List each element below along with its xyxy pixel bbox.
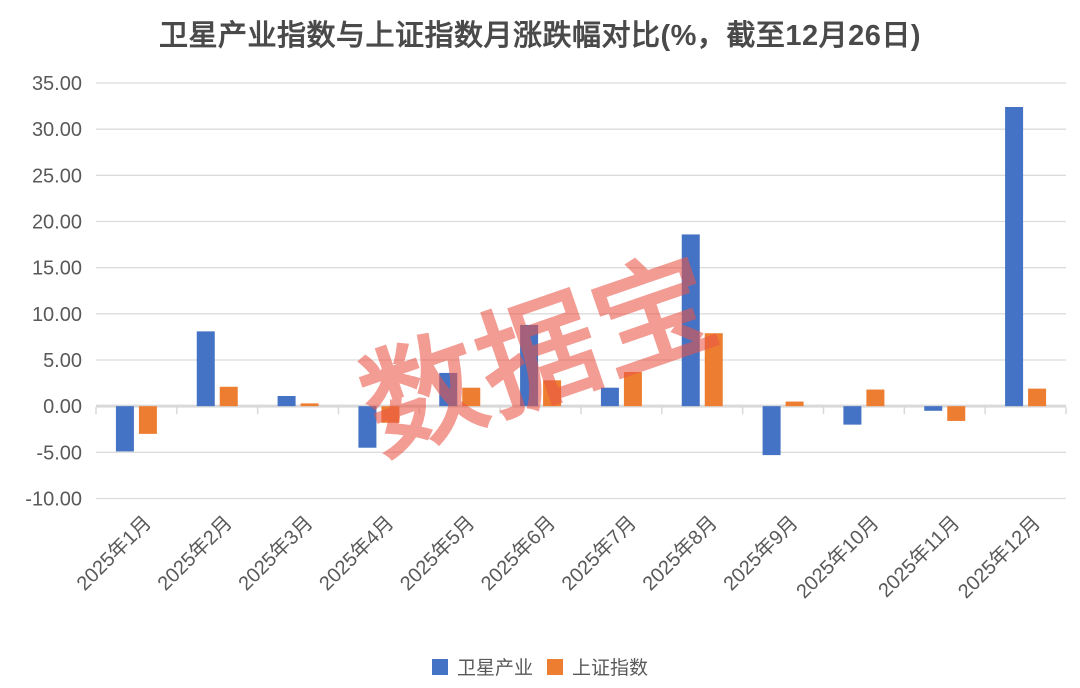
bar-卫星产业-2025年9月 (762, 406, 781, 456)
x-axis-label: 2025年4月 (315, 511, 399, 595)
bar-卫星产业-2025年11月 (924, 406, 943, 411)
y-axis-label: 15.00 (32, 258, 82, 280)
x-axis-label: 2025年6月 (476, 511, 560, 595)
bar-上证指数-2025年12月 (1028, 388, 1047, 407)
bar-上证指数-2025年4月 (381, 406, 400, 423)
bar-上证指数-2025年8月 (704, 333, 723, 407)
legend-item-shanghai-composite: 上证指数 (547, 653, 648, 680)
x-axis-label: 2025年12月 (953, 511, 1045, 603)
bar-卫星产业-2025年12月 (1005, 107, 1024, 407)
bar-上证指数-2025年5月 (462, 387, 481, 407)
y-axis-label: -10.00 (25, 489, 82, 511)
legend-swatch-shanghai-composite (547, 658, 563, 675)
bar-上证指数-2025年2月 (219, 386, 238, 407)
x-axis-label: 2025年9月 (719, 511, 803, 595)
bar-卫星产业-2025年10月 (843, 406, 862, 425)
y-axis-label: 20.00 (32, 212, 82, 234)
y-axis-label: 5.00 (43, 350, 82, 372)
bar-上证指数-2025年7月 (623, 372, 642, 407)
bar-卫星产业-2025年5月 (439, 372, 458, 407)
bar-卫星产业-2025年4月 (358, 406, 377, 448)
bar-卫星产业-2025年7月 (600, 387, 619, 407)
legend-item-satellite-industry: 卫星产业 (431, 653, 533, 680)
legend-label-shanghai-composite: 上证指数 (572, 658, 649, 679)
x-axis-label: 2025年3月 (234, 511, 318, 595)
bar-卫星产业-2025年3月 (277, 396, 296, 407)
y-axis-label: 0.00 (43, 396, 82, 418)
bar-卫星产业-2025年2月 (196, 331, 215, 407)
bar-上证指数-2025年11月 (947, 406, 966, 421)
chart-title: 卫星产业指数与上证指数月涨跌幅对比(%，截至12月26日) (158, 20, 922, 52)
legend-label-satellite-industry: 卫星产业 (456, 658, 533, 679)
bar-卫星产业-2025年1月 (115, 406, 134, 452)
y-axis-label: 25.00 (32, 165, 82, 187)
x-axis-label: 2025年1月 (72, 511, 156, 595)
legend-swatch-satellite-industry (431, 658, 448, 675)
x-axis-label: 2025年11月 (874, 511, 965, 602)
bar-卫星产业-2025年6月 (520, 324, 539, 407)
y-axis-label: 30.00 (32, 119, 82, 141)
bar-上证指数-2025年1月 (138, 406, 157, 434)
bar-上证指数-2025年6月 (543, 380, 562, 407)
x-axis-label: 2025年8月 (638, 511, 722, 595)
bar-上证指数-2025年3月 (300, 403, 319, 407)
y-axis-label: -5.00 (36, 442, 82, 464)
legend: 卫星产业 上证指数 (0, 653, 1080, 680)
bar-上证指数-2025年10月 (866, 389, 885, 407)
bar-卫星产业-2025年8月 (681, 234, 700, 407)
y-axis-label: 10.00 (32, 304, 82, 326)
bar-上证指数-2025年9月 (785, 401, 804, 407)
y-axis-label: 35.00 (32, 73, 82, 95)
x-axis-label: 2025年10月 (792, 511, 884, 603)
x-axis-label: 2025年7月 (557, 511, 641, 595)
x-axis-label: 2025年2月 (153, 511, 237, 595)
x-axis-label: 2025年5月 (395, 511, 479, 595)
